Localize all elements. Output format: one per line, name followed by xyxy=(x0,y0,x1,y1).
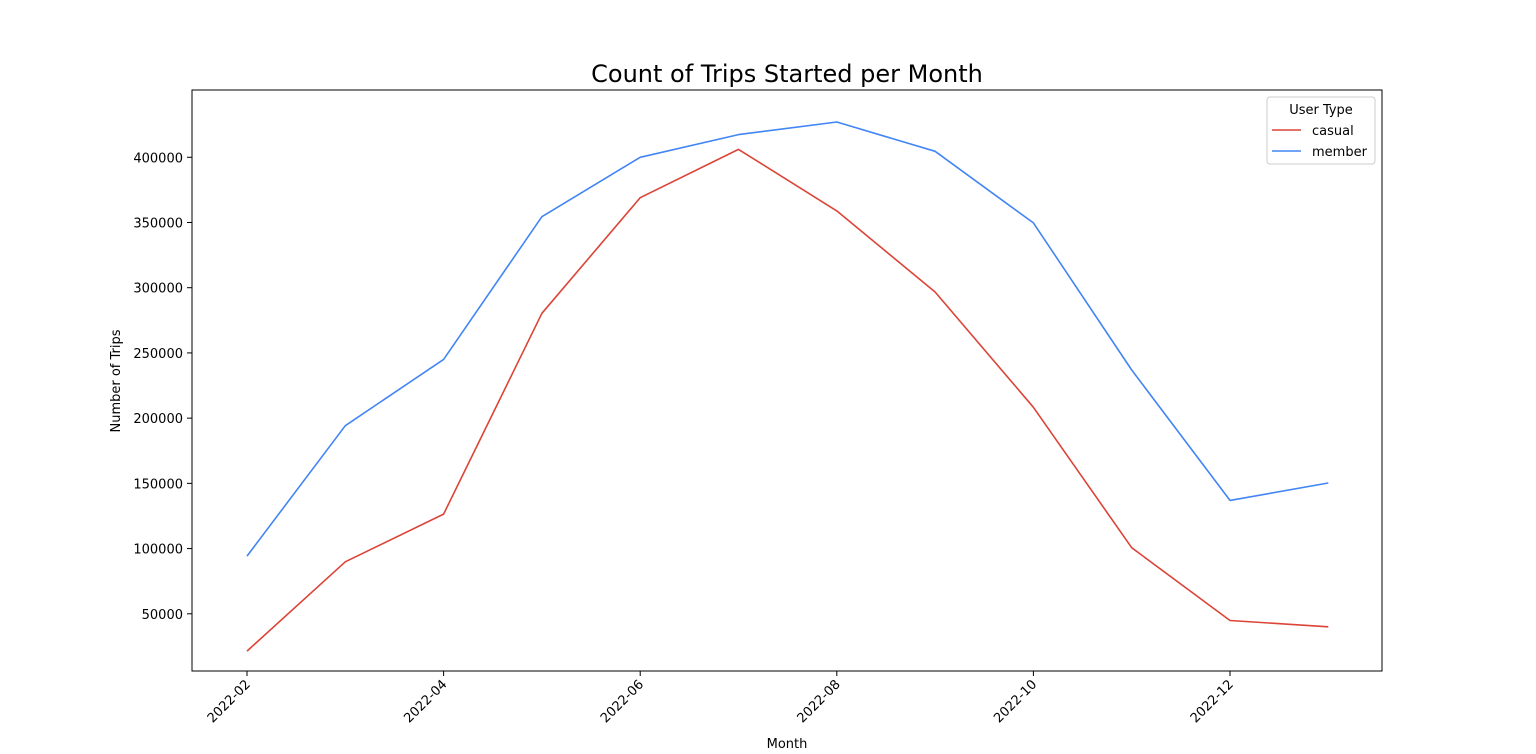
plot-frame xyxy=(191,89,1383,672)
x-tick-label: 2022-02 xyxy=(205,677,254,726)
legend-frame xyxy=(1266,96,1376,165)
y-tick-label: 200000 xyxy=(133,412,183,427)
y-tick-label: 350000 xyxy=(133,216,183,231)
y-tick-label: 300000 xyxy=(133,282,183,297)
y-tick-label: 50000 xyxy=(142,608,183,623)
series-line-member xyxy=(246,121,1329,557)
x-axis-ticks: 2022-02 2022-04 2022-06 2022-08 2022-10 2022-… xyxy=(205,671,1237,726)
series-layer xyxy=(246,121,1329,652)
y-tick-label: 400000 xyxy=(133,151,183,166)
series-line-casual xyxy=(246,148,1329,652)
y-tick-label: 250000 xyxy=(133,347,183,362)
y-axis-ticks: 50000 100000 150000 200000 250000 300000 35000… xyxy=(133,151,192,623)
y-tick-label: 100000 xyxy=(133,543,183,558)
chart-title: Count of Trips Started per Month xyxy=(591,60,983,88)
x-tick-label: 2022-12 xyxy=(1188,677,1237,726)
legend-label-member: member xyxy=(1312,145,1368,160)
y-tick-label: 150000 xyxy=(133,477,183,492)
x-tick-label: 2022-10 xyxy=(991,677,1040,726)
legend: User Type casual member xyxy=(1266,96,1376,165)
x-axis-title: Month xyxy=(767,737,808,752)
x-tick-label: 2022-04 xyxy=(401,677,450,726)
legend-label-casual: casual xyxy=(1312,124,1354,139)
x-tick-label: 2022-06 xyxy=(598,677,647,726)
y-axis-title: Number of Trips xyxy=(109,329,124,432)
legend-entries: casual member xyxy=(1272,124,1368,160)
legend-title: User Type xyxy=(1289,103,1353,118)
x-tick-label: 2022-08 xyxy=(795,677,844,726)
